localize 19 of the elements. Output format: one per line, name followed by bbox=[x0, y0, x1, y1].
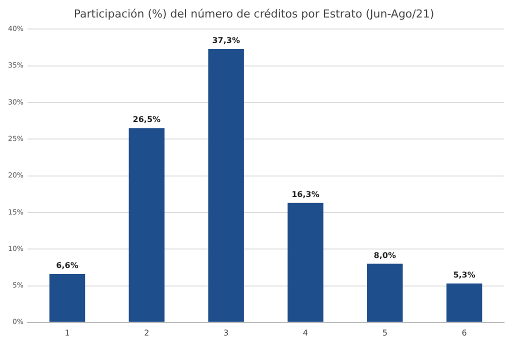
data-label: 16,3% bbox=[292, 190, 320, 199]
x-tick-label: 6 bbox=[462, 328, 467, 338]
data-label: 37,3% bbox=[212, 36, 240, 46]
bar bbox=[288, 202, 324, 322]
bar bbox=[208, 48, 244, 322]
x-tick-label: 4 bbox=[302, 328, 308, 338]
data-label: 5,3% bbox=[453, 270, 476, 280]
x-tick-label: 2 bbox=[144, 328, 150, 338]
data-label: 26,5% bbox=[132, 115, 161, 124]
x-tick-label: 5 bbox=[382, 328, 388, 338]
bar bbox=[49, 274, 86, 322]
chart-title: Participación (%) del número de créditos por Estrato (Jun-Ago/21) bbox=[74, 7, 434, 20]
bar bbox=[128, 128, 165, 322]
data-label: 8,0% bbox=[374, 250, 396, 260]
bar bbox=[446, 284, 482, 322]
x-tick-label: 3 bbox=[224, 328, 229, 338]
data-label: 6,6% bbox=[56, 261, 78, 270]
bar bbox=[367, 264, 403, 322]
x-tick-label: 1 bbox=[64, 328, 70, 338]
